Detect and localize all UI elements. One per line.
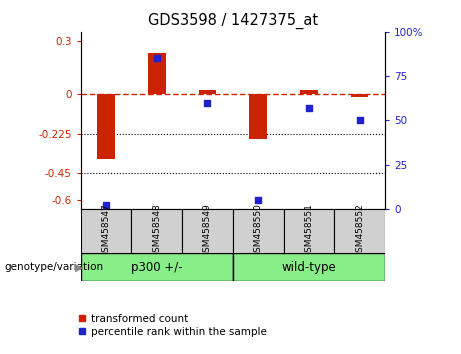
- Text: GSM458548: GSM458548: [152, 204, 161, 258]
- Legend: transformed count, percentile rank within the sample: transformed count, percentile rank withi…: [74, 310, 271, 341]
- Text: GSM458550: GSM458550: [254, 204, 263, 258]
- Point: [153, 56, 160, 61]
- Bar: [334, 209, 385, 253]
- Point: [305, 105, 313, 111]
- Bar: [182, 209, 233, 253]
- Bar: [199, 90, 216, 94]
- Text: GSM458549: GSM458549: [203, 204, 212, 258]
- Bar: [249, 94, 267, 139]
- Title: GDS3598 / 1427375_at: GDS3598 / 1427375_at: [148, 13, 318, 29]
- Text: GSM458552: GSM458552: [355, 204, 364, 258]
- Text: genotype/variation: genotype/variation: [5, 262, 104, 272]
- Bar: [351, 94, 368, 97]
- Point: [102, 202, 110, 208]
- Bar: [233, 253, 385, 281]
- Point: [204, 100, 211, 105]
- Text: wild-type: wild-type: [282, 261, 336, 274]
- Point: [356, 118, 363, 123]
- Bar: [148, 53, 165, 94]
- Bar: [81, 253, 233, 281]
- Bar: [300, 90, 318, 94]
- Text: p300 +/-: p300 +/-: [131, 261, 183, 274]
- Bar: [81, 209, 131, 253]
- Text: GSM458551: GSM458551: [304, 204, 313, 258]
- Text: GSM458547: GSM458547: [101, 204, 111, 258]
- Text: ▶: ▶: [75, 262, 83, 272]
- Bar: [284, 209, 334, 253]
- Bar: [233, 209, 284, 253]
- Bar: [131, 209, 182, 253]
- Point: [254, 197, 262, 203]
- Bar: [97, 94, 115, 159]
